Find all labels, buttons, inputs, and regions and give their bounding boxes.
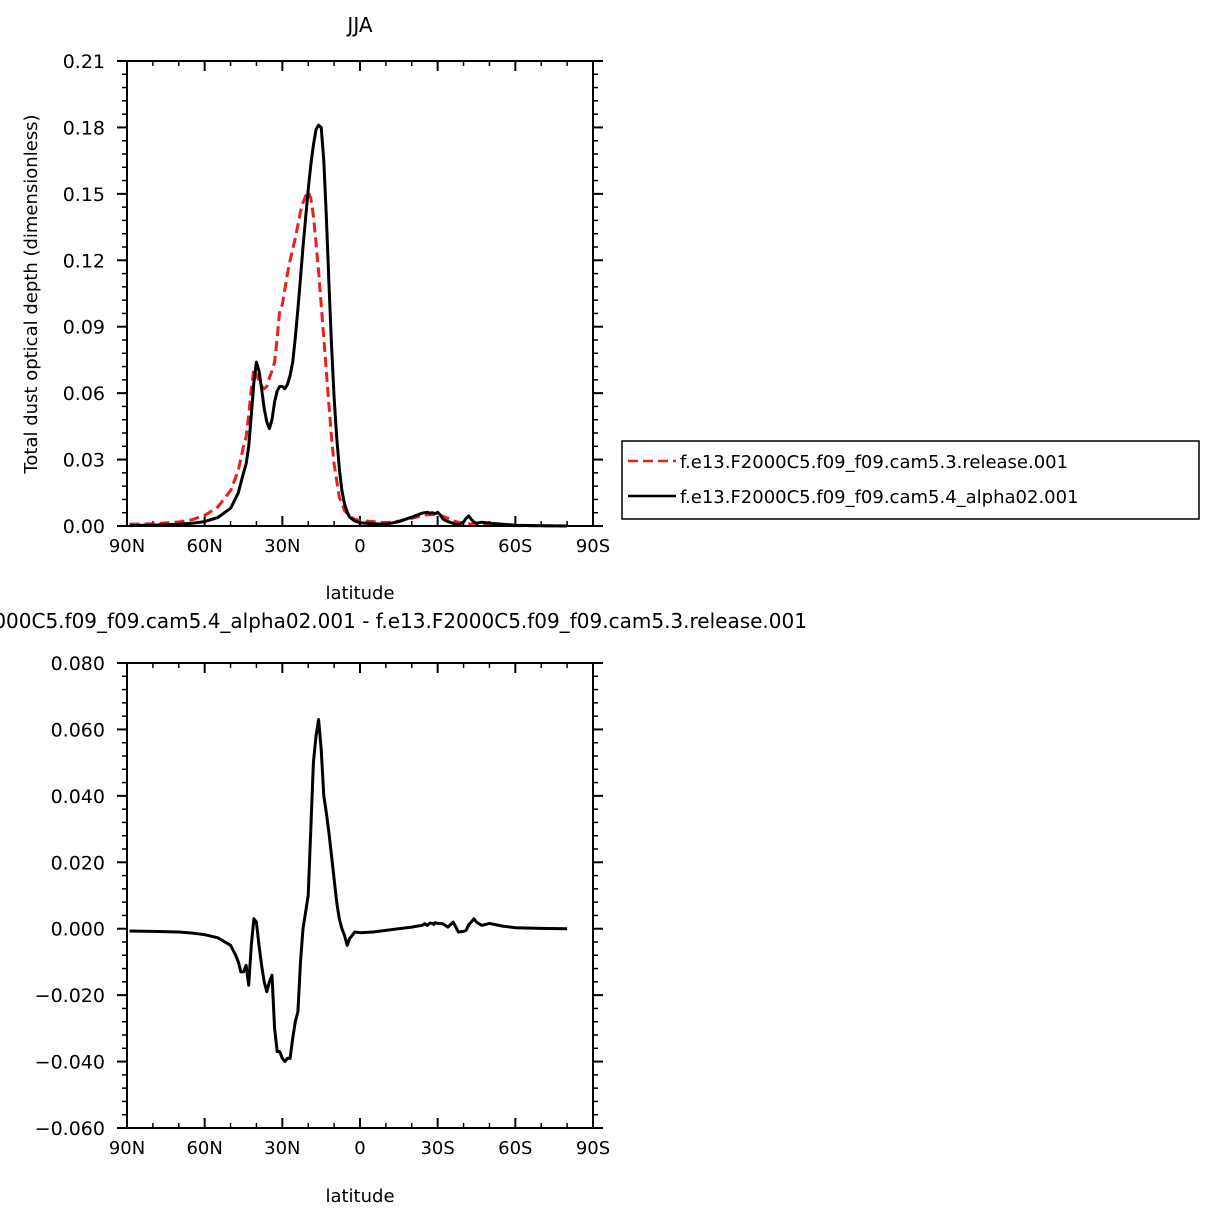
x-tick-label: 0 <box>354 1138 365 1159</box>
y-tick-label: 0.21 <box>63 51 105 73</box>
x-tick-label: 30S <box>420 536 454 557</box>
difference-chart: f.e13.F2000C5.f09_f09.cam5.4_alpha02.001… <box>0 609 807 1207</box>
y-tick-label: 0.00 <box>63 516 105 538</box>
series-line-1 <box>129 718 568 1064</box>
y-tick-label: 0.000 <box>51 919 105 941</box>
x-tick-label: 90N <box>109 1138 145 1159</box>
plot-frame <box>126 662 594 1129</box>
tick-group: 90N 60N 30N 0 30S 60S 90S −0.060 −0.040 −0.020 0.0… <box>35 653 611 1159</box>
dust-optical-depth-chart: JJA Total dust optical depth (dimensionl… <box>21 13 610 604</box>
series-group <box>129 123 568 528</box>
series-line-1 <box>129 190 568 528</box>
difference-chart-title: f.e13.F2000C5.f09_f09.cam5.4_alpha02.001… <box>0 609 807 633</box>
x-axis-label: latitude <box>325 1186 394 1207</box>
series-line-2 <box>129 123 568 528</box>
tick-group: 90N 60N 30N 0 30S 60S 90S 0.00 0.03 0.06 0.09 0.12 0… <box>63 51 610 557</box>
y-tick-label: 0.020 <box>51 852 105 874</box>
y-tick-label: 0.09 <box>63 317 105 339</box>
x-tick-label: 30S <box>420 1138 454 1159</box>
y-tick-label: −0.020 <box>35 985 105 1007</box>
y-tick-label: 0.040 <box>51 786 105 808</box>
x-tick-label: 30N <box>264 1138 300 1159</box>
legend: f.e13.F2000C5.f09_f09.cam5.3.release.001… <box>621 440 1200 520</box>
y-tick-label: −0.060 <box>35 1118 105 1140</box>
y-tick-label: 0.06 <box>63 383 105 405</box>
x-axis-label: latitude <box>325 583 394 604</box>
chart-title: JJA <box>345 13 372 37</box>
plot-frame <box>126 60 594 527</box>
x-tick-label: 90S <box>576 536 610 557</box>
y-tick-label: 0.12 <box>63 250 105 272</box>
y-tick-label: 0.03 <box>63 450 105 472</box>
y-tick-label: 0.15 <box>63 184 105 206</box>
y-axis-label: Total dust optical depth (dimensionless) <box>21 114 42 474</box>
legend-label-series-1: f.e13.F2000C5.f09_f09.cam5.3.release.001 <box>680 452 1068 473</box>
x-tick-label: 60S <box>498 536 532 557</box>
series-group <box>129 718 568 1064</box>
x-tick-label: 60S <box>498 1138 532 1159</box>
x-tick-label: 60N <box>186 1138 222 1159</box>
legend-box <box>621 440 1200 520</box>
y-tick-label: −0.040 <box>35 1052 105 1074</box>
x-tick-label: 90N <box>109 536 145 557</box>
y-tick-label: 0.080 <box>51 653 105 675</box>
x-tick-label: 30N <box>264 536 300 557</box>
x-tick-label: 90S <box>576 1138 610 1159</box>
legend-label-series-2: f.e13.F2000C5.f09_f09.cam5.4_alpha02.001 <box>680 487 1079 508</box>
y-tick-label: 0.18 <box>63 117 105 139</box>
y-tick-label: 0.060 <box>51 719 105 741</box>
x-tick-label: 60N <box>186 536 222 557</box>
x-tick-label: 0 <box>354 536 365 557</box>
